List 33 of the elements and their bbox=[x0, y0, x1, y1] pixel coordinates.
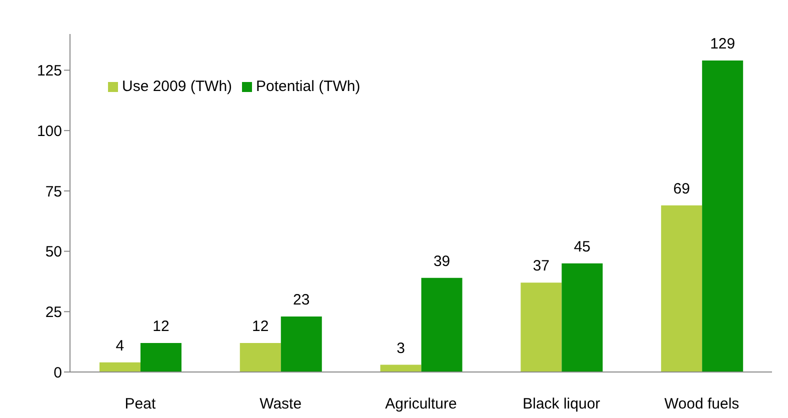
y-tick-label: 0 bbox=[54, 364, 62, 382]
x-tick-label: Black liquor bbox=[522, 396, 600, 413]
bar bbox=[702, 60, 744, 372]
data-label: 12 bbox=[252, 318, 269, 336]
bar bbox=[280, 316, 322, 372]
x-tick-label: Agriculture bbox=[385, 396, 457, 413]
bar bbox=[380, 364, 422, 372]
bar bbox=[240, 343, 281, 372]
y-tick-label: 125 bbox=[36, 62, 62, 80]
bar bbox=[562, 263, 603, 372]
y-tick-label: 100 bbox=[36, 122, 62, 140]
y-tick-label: 25 bbox=[45, 304, 62, 321]
data-label: 39 bbox=[433, 252, 450, 270]
bar bbox=[99, 362, 140, 372]
data-label: 12 bbox=[152, 318, 170, 336]
data-label: 69 bbox=[673, 180, 690, 198]
x-tick-label: Peat bbox=[124, 396, 156, 413]
bar bbox=[661, 205, 702, 372]
data-label: 45 bbox=[574, 238, 591, 256]
bar bbox=[140, 343, 182, 372]
legend-label: Use 2009 (TWh) bbox=[122, 78, 232, 95]
data-label: 129 bbox=[710, 36, 736, 53]
data-label: 3 bbox=[396, 340, 405, 357]
bar bbox=[421, 278, 462, 372]
data-label: 23 bbox=[293, 291, 310, 308]
data-label: 4 bbox=[116, 337, 124, 354]
x-tick-label: Waste bbox=[260, 396, 302, 413]
y-tick-label: 75 bbox=[45, 183, 62, 200]
bar bbox=[520, 282, 562, 372]
y-tick-label: 50 bbox=[45, 244, 62, 261]
x-tick-label: Wood fuels bbox=[664, 396, 740, 413]
data-label: 37 bbox=[532, 258, 550, 275]
legend-label: Potential (TWh) bbox=[256, 78, 360, 95]
